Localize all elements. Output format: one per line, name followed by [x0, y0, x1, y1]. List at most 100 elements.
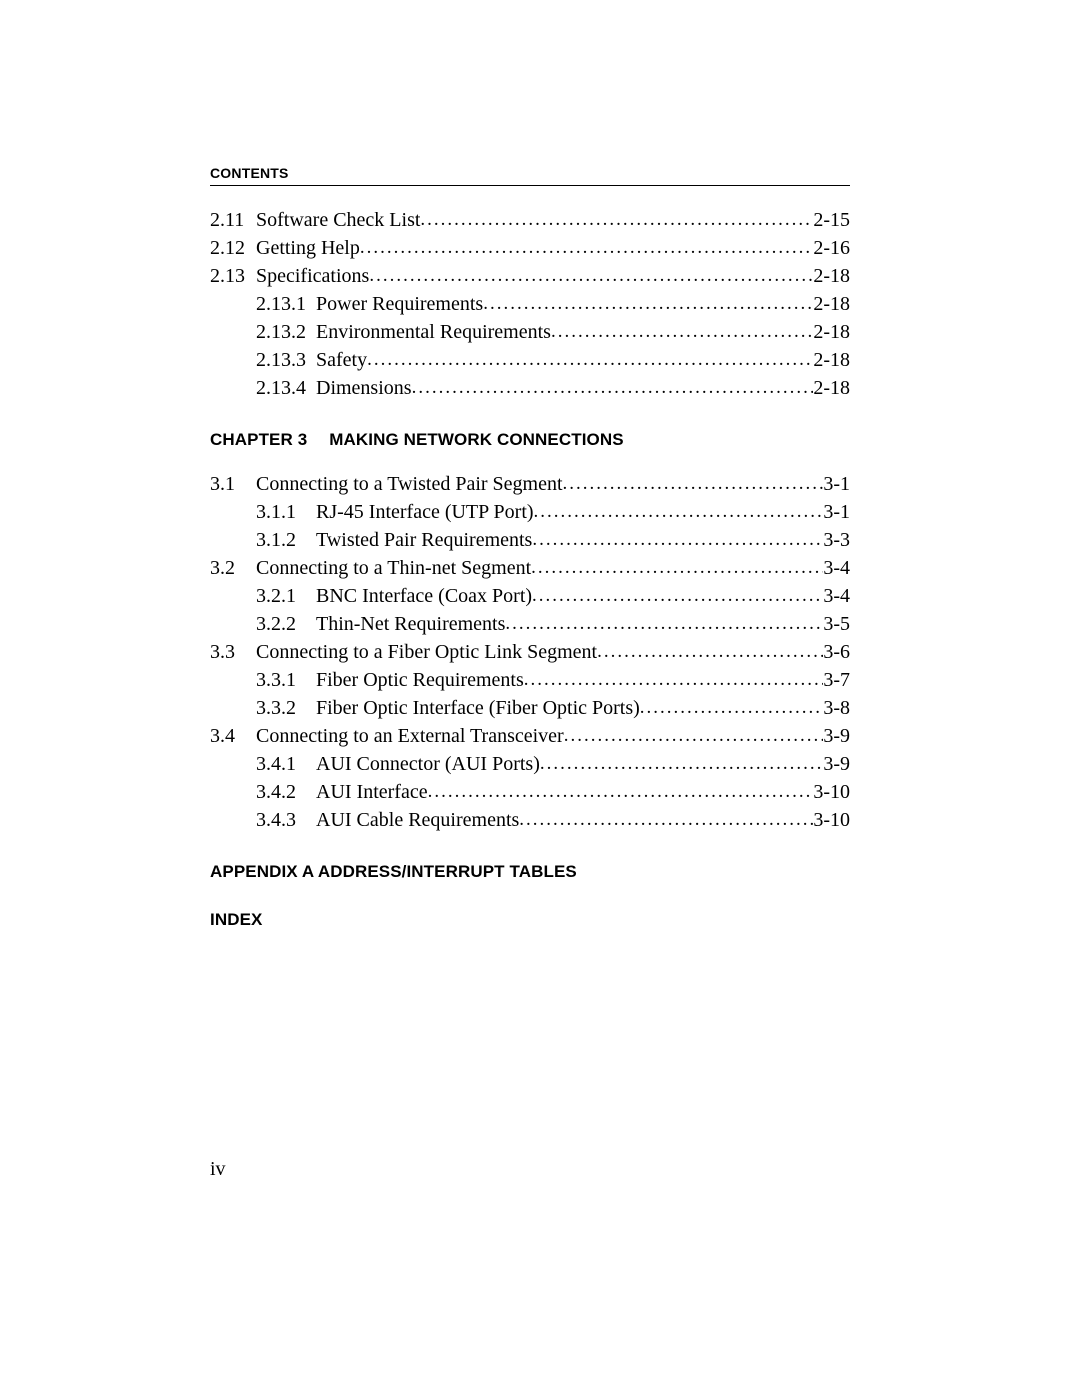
- toc-entry-page: 2-18: [813, 350, 850, 370]
- toc-entry-title: Thin-Net Requirements: [316, 614, 505, 634]
- toc-entry-page: 2-18: [813, 294, 850, 314]
- toc-leader-dots: ........................................…: [505, 614, 823, 633]
- toc-entry-title: RJ-45 Interface (UTP Port): [316, 502, 534, 522]
- toc-entry: 3.4.2AUI Interface......................…: [210, 782, 850, 806]
- toc-entry-number: 3.4.3: [256, 810, 316, 830]
- toc-entry-number: 3.1.2: [256, 530, 316, 550]
- toc-entry: 2.12Getting Help........................…: [210, 238, 850, 262]
- toc-leader-dots: ........................................…: [519, 810, 813, 829]
- toc-section-ch3: 3.1Connecting to a Twisted Pair Segment.…: [210, 474, 850, 834]
- toc-entry-page: 3-1: [823, 474, 850, 494]
- toc-entry-title: AUI Connector (AUI Ports): [316, 754, 540, 774]
- toc-entry-title: Twisted Pair Requirements: [316, 530, 532, 550]
- chapter-number: CHAPTER 3: [210, 430, 307, 450]
- page: CONTENTS 2.11Software Check List........…: [0, 0, 1080, 1397]
- toc-entry-title: Environmental Requirements: [316, 322, 551, 342]
- toc-entry-page: 3-3: [823, 530, 850, 550]
- toc-entry: 3.2.2Thin-Net Requirements..............…: [210, 614, 850, 638]
- toc-entry: 3.1Connecting to a Twisted Pair Segment.…: [210, 474, 850, 498]
- toc-entry-number: 3.4: [210, 726, 256, 746]
- toc-entry-page: 2-15: [813, 210, 850, 230]
- toc-entry-number: 3.4.1: [256, 754, 316, 774]
- toc-leader-dots: ........................................…: [360, 238, 813, 257]
- toc-entry-number: 2.13.2: [256, 322, 316, 342]
- toc-entry: 3.1.1RJ-45 Interface (UTP Port).........…: [210, 502, 850, 526]
- toc-entry-number: 3.4.2: [256, 782, 316, 802]
- toc-entry-page: 3-10: [813, 782, 850, 802]
- toc-entry: 3.4.3AUI Cable Requirements.............…: [210, 810, 850, 834]
- toc-entry-page: 2-16: [813, 238, 850, 258]
- toc-entry-number: 2.11: [210, 210, 256, 230]
- toc-entry-title: Dimensions: [316, 378, 412, 398]
- toc-entry-number: 2.13.3: [256, 350, 316, 370]
- toc-leader-dots: ........................................…: [412, 378, 814, 397]
- page-number-footer: iv: [210, 1158, 226, 1181]
- toc-entry-page: 3-4: [823, 558, 850, 578]
- toc-entry: 3.3Connecting to a Fiber Optic Link Segm…: [210, 642, 850, 666]
- toc-entry-title: Getting Help: [256, 238, 360, 258]
- toc-entry-page: 3-10: [813, 810, 850, 830]
- toc-entry-title: BNC Interface (Coax Port): [316, 586, 532, 606]
- toc-entry: 3.1.2Twisted Pair Requirements..........…: [210, 530, 850, 554]
- toc-entry: 2.11Software Check List.................…: [210, 210, 850, 234]
- toc-leader-dots: ........................................…: [428, 782, 814, 801]
- toc-leader-dots: ........................................…: [532, 530, 823, 549]
- toc-entry-title: Power Requirements: [316, 294, 483, 314]
- toc-entry-number: 2.13.1: [256, 294, 316, 314]
- toc-entry: 3.3.1Fiber Optic Requirements...........…: [210, 670, 850, 694]
- toc-entry: 3.3.2Fiber Optic Interface (Fiber Optic …: [210, 698, 850, 722]
- toc-entry-number: 3.3.1: [256, 670, 316, 690]
- toc-entry-page: 2-18: [813, 378, 850, 398]
- toc-entry-number: 3.1.1: [256, 502, 316, 522]
- toc-entry-page: 3-5: [823, 614, 850, 634]
- toc-entry-page: 3-9: [823, 726, 850, 746]
- toc-leader-dots: ........................................…: [369, 266, 813, 285]
- toc-entry-title: Connecting to an External Transceiver: [256, 726, 564, 746]
- toc-leader-dots: ........................................…: [531, 558, 823, 577]
- toc-leader-dots: ........................................…: [524, 670, 824, 689]
- toc-entry-page: 3-8: [823, 698, 850, 718]
- toc-entry-page: 3-9: [823, 754, 850, 774]
- toc-entry-number: 2.13.4: [256, 378, 316, 398]
- toc-entry-number: 3.2.2: [256, 614, 316, 634]
- toc-entry: 3.2.1BNC Interface (Coax Port)..........…: [210, 586, 850, 610]
- appendix-a-heading: APPENDIX A ADDRESS/INTERRUPT TABLES: [210, 862, 850, 882]
- toc-entry-number: 3.3.2: [256, 698, 316, 718]
- toc-entry-number: 3.2: [210, 558, 256, 578]
- toc-entry-title: Connecting to a Thin-net Segment: [256, 558, 531, 578]
- toc-entry: 2.13.3Safety............................…: [210, 350, 850, 374]
- toc-entry: 2.13.1Power Requirements................…: [210, 294, 850, 318]
- chapter-3-heading: CHAPTER 3 MAKING NETWORK CONNECTIONS: [210, 430, 850, 450]
- toc-entry-title: Safety: [316, 350, 367, 370]
- toc-entry-title: AUI Interface: [316, 782, 428, 802]
- toc-entry-title: Connecting to a Fiber Optic Link Segment: [256, 642, 597, 662]
- toc-leader-dots: ........................................…: [564, 726, 824, 745]
- toc-leader-dots: ........................................…: [534, 502, 824, 521]
- toc-entry-title: Specifications: [256, 266, 369, 286]
- toc-leader-dots: ........................................…: [597, 642, 823, 661]
- toc-leader-dots: ........................................…: [420, 210, 813, 229]
- toc-entry-title: Fiber Optic Requirements: [316, 670, 524, 690]
- toc-entry-number: 2.12: [210, 238, 256, 258]
- toc-entry: 2.13.4Dimensions........................…: [210, 378, 850, 402]
- index-heading: INDEX: [210, 910, 850, 930]
- toc-entry-page: 3-4: [823, 586, 850, 606]
- toc-leader-dots: ........................................…: [563, 474, 824, 493]
- toc-entry: 3.4.1AUI Connector (AUI Ports)..........…: [210, 754, 850, 778]
- toc-entry-number: 3.2.1: [256, 586, 316, 606]
- toc-entry: 2.13.2Environmental Requirements........…: [210, 322, 850, 346]
- running-header: CONTENTS: [210, 165, 850, 186]
- toc-entry-page: 2-18: [813, 266, 850, 286]
- toc-leader-dots: ........................................…: [551, 322, 813, 341]
- toc-entry-title: Fiber Optic Interface (Fiber Optic Ports…: [316, 698, 640, 718]
- content-area: CONTENTS 2.11Software Check List........…: [210, 165, 850, 930]
- toc-entry-title: Software Check List: [256, 210, 420, 230]
- toc-entry-page: 3-1: [823, 502, 850, 522]
- toc-entry-number: 3.3: [210, 642, 256, 662]
- toc-entry: 3.4Connecting to an External Transceiver…: [210, 726, 850, 750]
- toc-entry-title: Connecting to a Twisted Pair Segment: [256, 474, 563, 494]
- toc-leader-dots: ........................................…: [540, 754, 823, 773]
- toc-leader-dots: ........................................…: [640, 698, 824, 717]
- toc-entry: 2.13Specifications......................…: [210, 266, 850, 290]
- toc-entry-page: 2-18: [813, 322, 850, 342]
